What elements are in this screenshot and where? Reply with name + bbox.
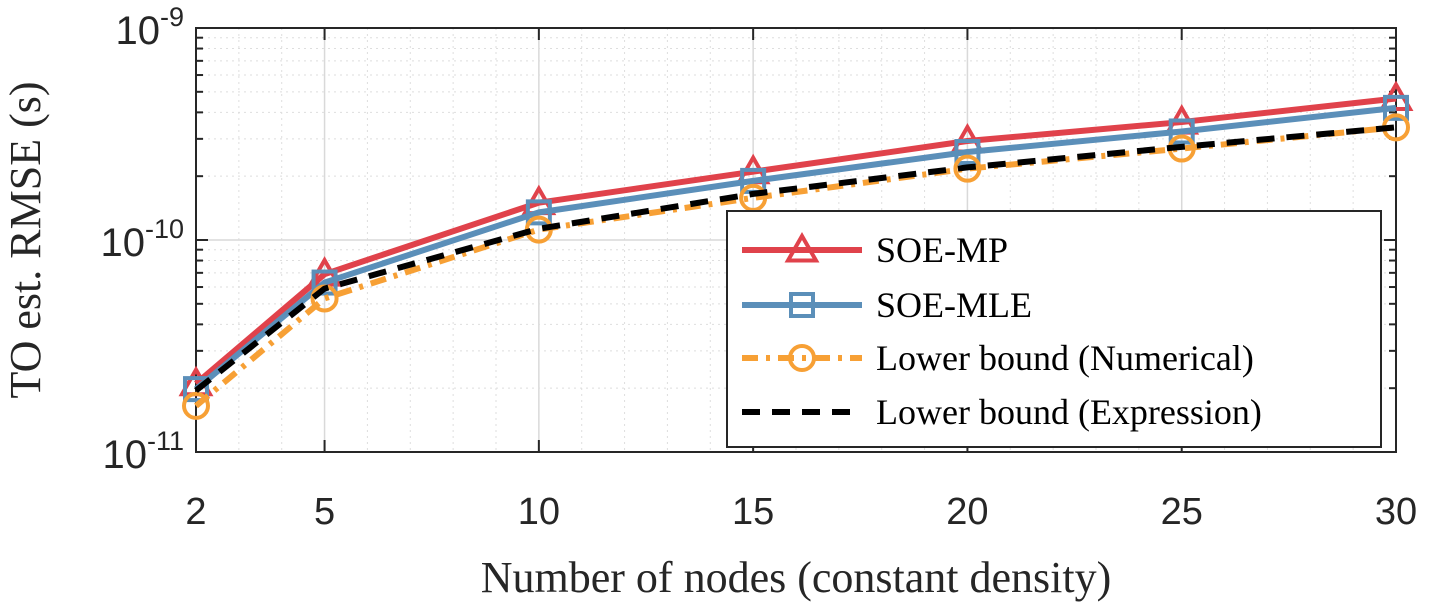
data-point-circle — [739, 183, 768, 212]
data-point-square — [183, 376, 209, 403]
y-axis-title: TO est. RMSE (s) — [1, 82, 50, 399]
series-lower-bound-expression — [194, 124, 1397, 393]
legend-marker-circle — [788, 344, 816, 372]
legend-marker-square — [789, 292, 815, 318]
legend-entry: SOE-MP — [742, 230, 1008, 270]
series-soe-mle — [183, 94, 1409, 403]
data-point-square — [525, 199, 552, 226]
legend-label: SOE-MLE — [876, 285, 1032, 325]
legend-label: Lower bound (Numerical) — [876, 338, 1254, 378]
series-line — [194, 104, 1397, 392]
legend-label: SOE-MP — [876, 230, 1008, 270]
legend-marker-triangle — [784, 231, 820, 263]
x-tick-label: 2 — [185, 491, 206, 533]
legend-entry: Lower bound (Expression) — [742, 392, 1262, 432]
legend-entry: SOE-MLE — [742, 285, 1032, 325]
y-tick-label: 10-10 — [100, 214, 184, 265]
data-point-square — [954, 139, 981, 166]
data-point-square — [1383, 94, 1409, 121]
x-axis-tick-labels: 2 5 10 15 20 25 30 — [185, 491, 1417, 533]
legend-entry: Lower bound (Numerical) — [742, 338, 1254, 378]
x-axis-title: Number of nodes (constant density) — [481, 553, 1112, 602]
x-tick-label: 5 — [314, 491, 335, 533]
x-tick-label: 30 — [1375, 491, 1417, 533]
data-point-circle — [182, 391, 210, 420]
legend: SOE-MP SOE-MLE Lower bound (Numerical) Lowe… — [726, 210, 1382, 448]
y-axis-tick-labels: 10-9 10-10 10-11 — [100, 2, 184, 477]
x-tick-label: 25 — [1161, 491, 1203, 533]
data-point-square — [1168, 118, 1195, 145]
x-tick-label: 20 — [946, 491, 988, 533]
data-point-square — [311, 269, 338, 296]
y-tick-label: 10-11 — [102, 426, 184, 477]
x-tick-label: 10 — [518, 491, 560, 533]
series-line — [194, 124, 1397, 393]
x-tick-label: 15 — [732, 491, 774, 533]
legend-label: Lower bound (Expression) — [876, 392, 1262, 432]
data-point-circle — [953, 154, 982, 183]
series-group — [178, 80, 1414, 420]
y-tick-label: 10-9 — [115, 2, 184, 53]
